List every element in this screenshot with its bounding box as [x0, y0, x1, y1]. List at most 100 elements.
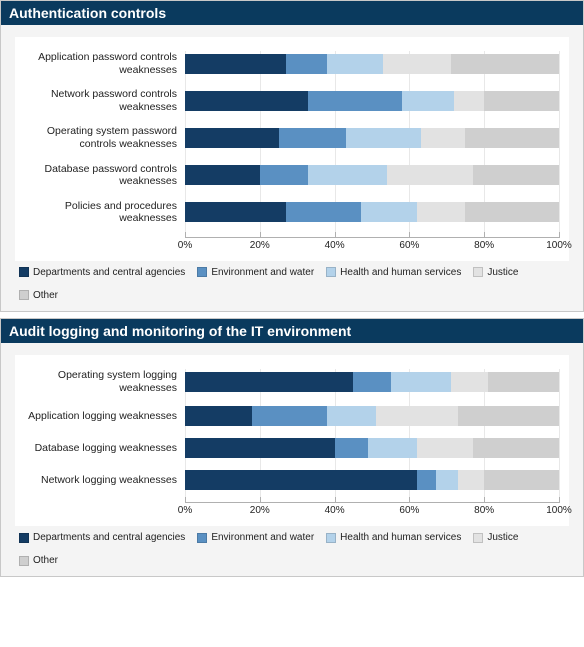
bar-segment-dept [185, 128, 279, 148]
bar-row: Database password controls weaknesses [25, 163, 559, 188]
tick-label: 60% [399, 240, 419, 251]
legend-item-other: Other [19, 290, 58, 301]
bar-segment-env [417, 470, 436, 490]
swatch-icon [326, 533, 336, 543]
bar-segment-justice [417, 438, 473, 458]
tick [484, 232, 485, 238]
bar-segment-dept [185, 91, 308, 111]
legend-item-other: Other [19, 555, 58, 566]
legend-label: Departments and central agencies [33, 532, 185, 543]
bar-row: Network logging weaknesses [25, 470, 559, 490]
bar-segment-dept [185, 54, 286, 74]
swatch-icon [19, 556, 29, 566]
tick-label: 0% [178, 240, 192, 251]
tick [260, 232, 261, 238]
tick [185, 232, 186, 238]
row-label: Network logging weaknesses [25, 474, 185, 487]
legend: Departments and central agencies Environm… [15, 261, 569, 303]
tick-label: 80% [474, 505, 494, 516]
bar-track [185, 128, 559, 148]
chart-area: Application password controls weaknesses… [15, 37, 569, 261]
tick-label: 100% [546, 505, 572, 516]
legend-label: Other [33, 555, 58, 566]
gridline [559, 51, 560, 237]
legend-label: Health and human services [340, 267, 461, 278]
x-axis: 0%20%40%60%80%100% [25, 237, 559, 255]
swatch-icon [197, 533, 207, 543]
legend-label: Environment and water [211, 532, 314, 543]
tick [559, 232, 560, 238]
tick [559, 497, 560, 503]
row-label: Application password controls weaknesses [25, 51, 185, 76]
bar-row: Application password controls weaknesses [25, 51, 559, 76]
bar-track [185, 202, 559, 222]
bar-segment-health [361, 202, 417, 222]
bar-segment-justice [454, 91, 484, 111]
bar-segment-justice [417, 202, 466, 222]
bar-segment-other [473, 438, 559, 458]
bar-segment-env [308, 91, 402, 111]
gridline [559, 369, 560, 502]
swatch-icon [197, 267, 207, 277]
bar-segment-other [473, 165, 559, 185]
bar-segment-other [488, 372, 559, 392]
bar-segment-health [308, 165, 387, 185]
tick [409, 232, 410, 238]
tick-label: 20% [250, 505, 270, 516]
bar-segment-health [368, 438, 417, 458]
bar-segment-dept [185, 438, 335, 458]
swatch-icon [19, 290, 29, 300]
bar-segment-health [391, 372, 451, 392]
panel-audit: Audit logging and monitoring of the IT e… [0, 318, 584, 577]
chart-area: Operating system logging weaknessesAppli… [15, 355, 569, 526]
bar-segment-justice [421, 128, 466, 148]
bar-segment-other [458, 406, 559, 426]
bar-segment-other [484, 470, 559, 490]
chart-body: Operating system logging weaknessesAppli… [1, 343, 583, 576]
bar-row: Operating system logging weaknesses [25, 369, 559, 394]
legend: Departments and central agencies Environm… [15, 526, 569, 568]
legend-item-dept: Departments and central agencies [19, 267, 185, 278]
bar-row: Database logging weaknesses [25, 438, 559, 458]
legend-item-env: Environment and water [197, 267, 314, 278]
bar-track [185, 54, 559, 74]
row-label: Operating system logging weaknesses [25, 369, 185, 394]
tick-label: 20% [250, 240, 270, 251]
tick-label: 40% [325, 240, 345, 251]
bar-segment-dept [185, 470, 417, 490]
tick [335, 497, 336, 503]
legend-item-justice: Justice [473, 532, 518, 543]
swatch-icon [326, 267, 336, 277]
row-label: Database logging weaknesses [25, 442, 185, 455]
tick-label: 40% [325, 505, 345, 516]
tick-label: 80% [474, 240, 494, 251]
bar-segment-justice [387, 165, 473, 185]
swatch-icon [19, 267, 29, 277]
bar-segment-justice [451, 372, 488, 392]
row-label: Policies and procedures weaknesses [25, 200, 185, 225]
bar-row: Network password controls weaknesses [25, 88, 559, 113]
bar-track [185, 470, 559, 490]
row-label: Network password controls weaknesses [25, 88, 185, 113]
axis-line: 0%20%40%60%80%100% [185, 237, 559, 255]
bar-segment-dept [185, 406, 252, 426]
bar-segment-env [286, 202, 361, 222]
bar-segment-dept [185, 372, 353, 392]
bar-segment-other [484, 91, 559, 111]
axis-line: 0%20%40%60%80%100% [185, 502, 559, 520]
tick-label: 100% [546, 240, 572, 251]
swatch-icon [473, 267, 483, 277]
legend-label: Environment and water [211, 267, 314, 278]
bar-segment-env [260, 165, 309, 185]
bar-segment-other [465, 128, 559, 148]
bar-segment-env [286, 54, 327, 74]
bar-track [185, 406, 559, 426]
panel-header: Authentication controls [1, 1, 583, 25]
bar-segment-env [279, 128, 346, 148]
tick [260, 497, 261, 503]
legend-item-dept: Departments and central agencies [19, 532, 185, 543]
bar-row: Operating system password controls weakn… [25, 125, 559, 150]
bar-segment-health [346, 128, 421, 148]
bar-track [185, 91, 559, 111]
tick [185, 497, 186, 503]
